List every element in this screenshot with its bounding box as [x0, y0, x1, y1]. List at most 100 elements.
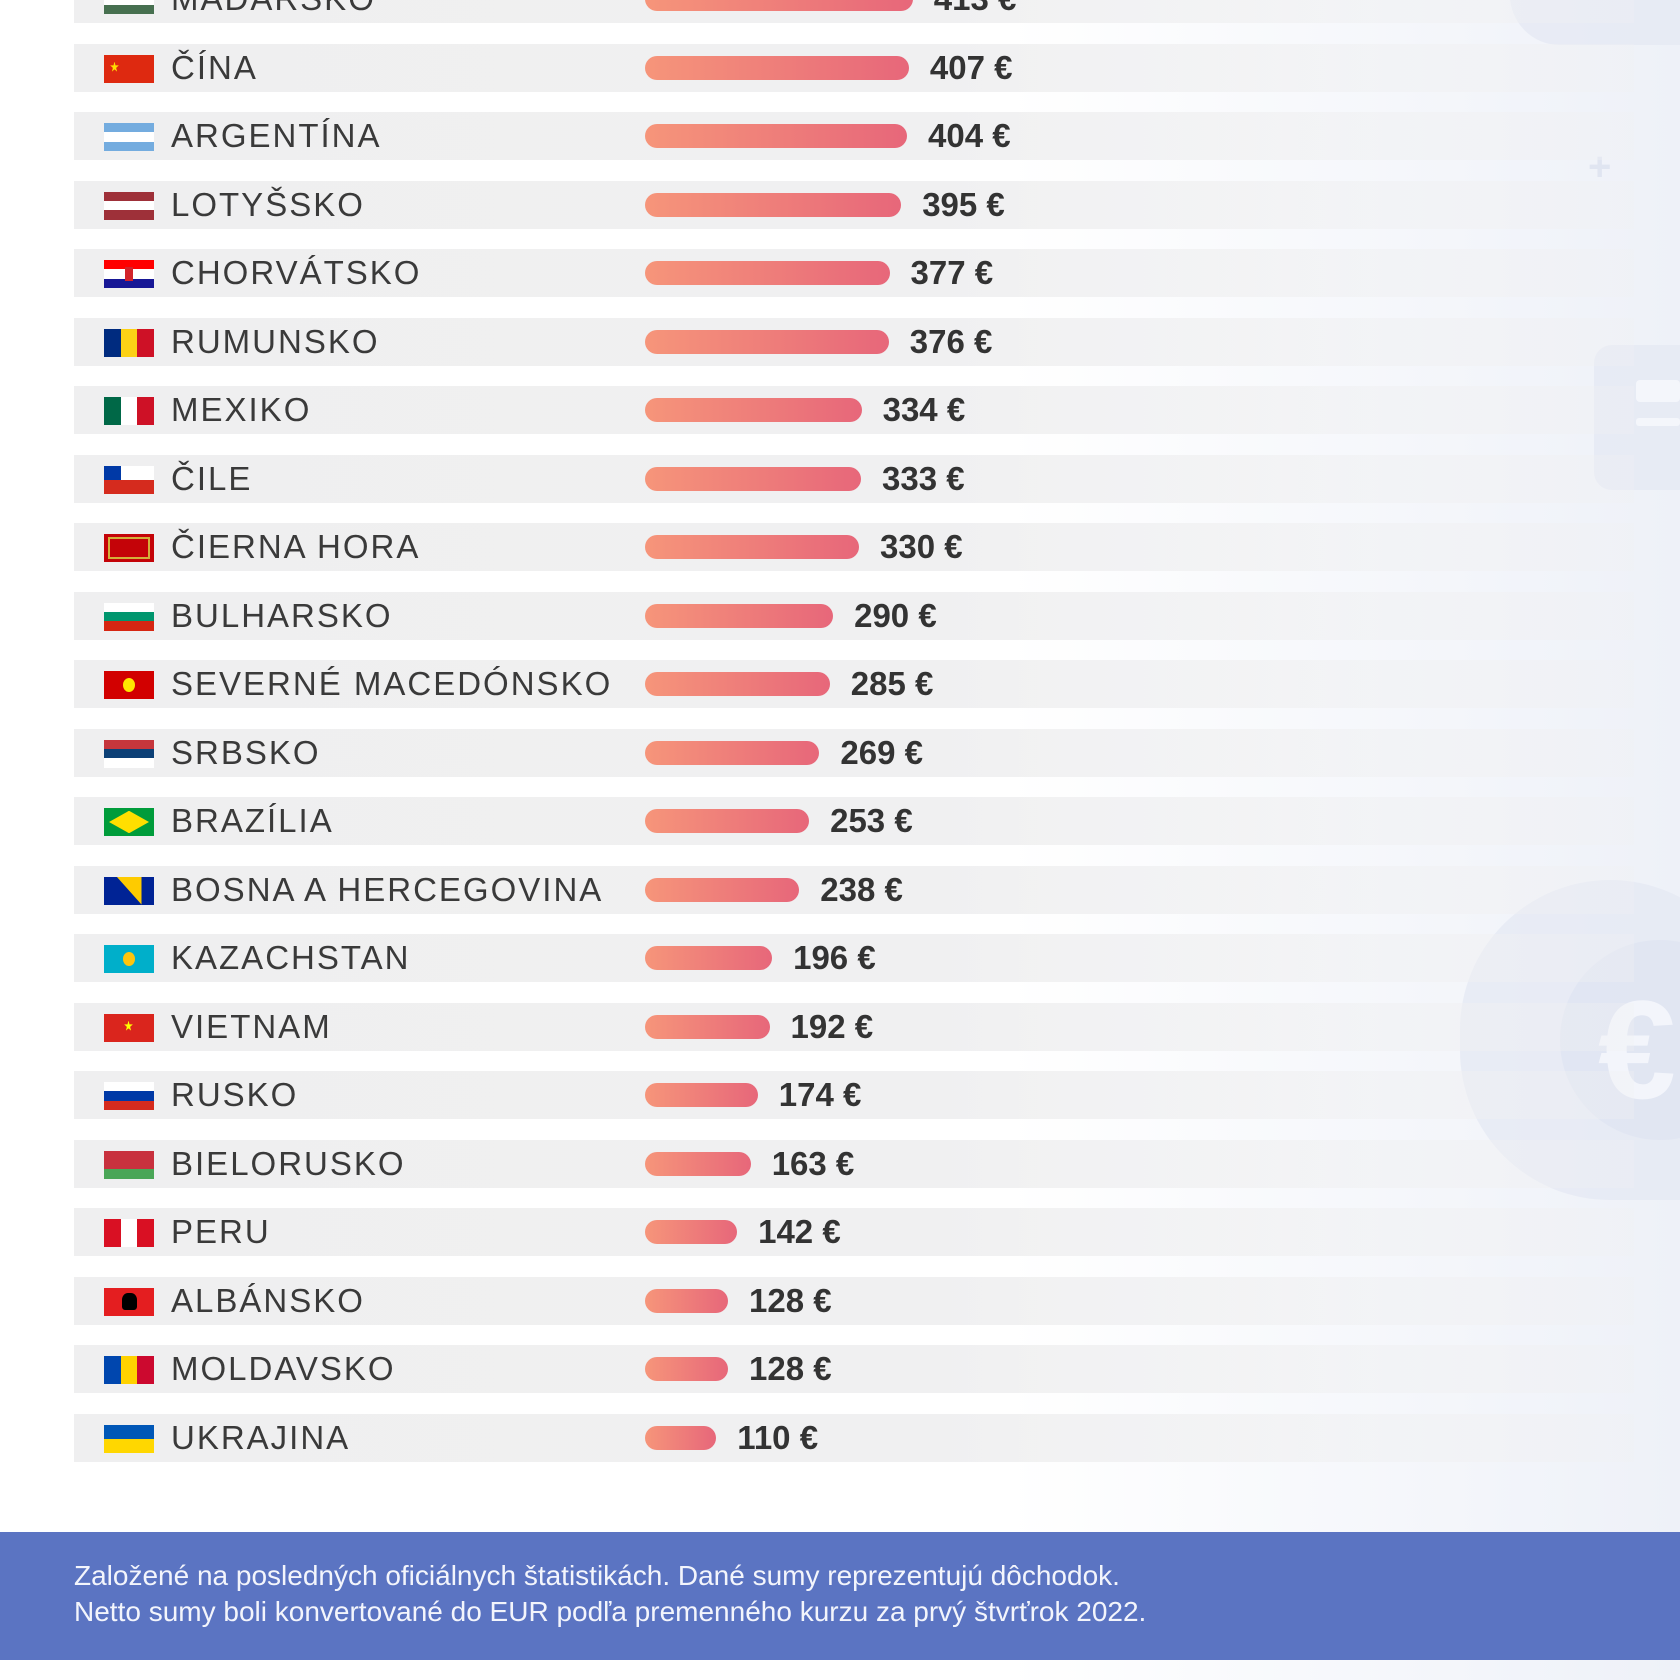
category-label: UKRAJINA: [171, 1418, 351, 1456]
bulgaria-flag-icon: [104, 602, 154, 631]
chart-row: MAĎARSKO 413 €: [74, 0, 1634, 23]
argentina-flag-icon: [104, 123, 154, 151]
bar-mark: [645, 809, 810, 833]
bar-mark: [645, 672, 830, 696]
bar-mark: [645, 1220, 738, 1244]
category-label: BIELORUSKO: [171, 1144, 406, 1182]
bar-mark: [645, 603, 834, 628]
category-label: ČIERNA HORA: [171, 528, 421, 565]
value-label: 196 €: [793, 939, 876, 976]
chart-row: RUMUNSKO 376 €: [74, 317, 1634, 366]
value-label: 290 €: [854, 596, 937, 634]
hungary-flag-icon: [104, 0, 154, 14]
russia-flag-icon: [104, 1082, 154, 1110]
category-label: CHORVÁTSKO: [171, 254, 422, 291]
chart-row: ČIERNA HORA 330 €: [74, 523, 1634, 571]
bar-mark: [645, 55, 909, 80]
chart-row: BULHARSKO 290 €: [74, 591, 1634, 640]
footer-line-1: Založené na posledných oficiálnych štati…: [74, 1560, 1120, 1591]
chart-row: CHORVÁTSKO 377 €: [74, 249, 1634, 297]
bar-mark: [645, 1425, 717, 1450]
card-stripe-shape: [1636, 418, 1680, 426]
chart-row: BRAZÍLIA 253 €: [74, 797, 1634, 845]
chart-row: VIETNAM 192 €: [74, 1002, 1634, 1051]
category-label: ALBÁNSKO: [171, 1281, 365, 1319]
category-label: MEXIKO: [171, 391, 312, 428]
bar-mark: [645, 261, 890, 285]
value-label: 395 €: [922, 185, 1005, 223]
value-label: 253 €: [830, 802, 913, 839]
vietnam-flag-icon: [104, 1013, 154, 1042]
chart-row: BOSNA A HERCEGOVINA 238 €: [74, 865, 1634, 914]
belarus-flag-icon: [104, 1150, 154, 1179]
chart-row: ČÍNA 407 €: [74, 43, 1634, 92]
ukraine-flag-icon: [104, 1424, 154, 1453]
bar-mark: [645, 192, 902, 217]
chart-row: UKRAJINA 110 €: [74, 1413, 1634, 1462]
category-label: VIETNAM: [171, 1007, 332, 1045]
category-label: MAĎARSKO: [171, 0, 376, 23]
category-label: KAZACHSTAN: [171, 939, 411, 976]
category-label: ARGENTÍNA: [171, 117, 382, 154]
chart-row: SEVERNÉ MACEDÓNSKO 285 €: [74, 660, 1634, 708]
category-label: RUMUNSKO: [171, 322, 380, 360]
bar-mark: [645, 1357, 728, 1381]
bar-mark: [645, 329, 889, 354]
chart-row: RUSKO 174 €: [74, 1071, 1634, 1119]
value-label: 192 €: [790, 1007, 874, 1045]
chart-row: MOLDAVSKO 128 €: [74, 1345, 1634, 1393]
category-label: BULHARSKO: [171, 596, 393, 634]
albania-flag-icon: [104, 1287, 154, 1316]
category-label: ČÍNA: [171, 48, 258, 86]
category-label: SEVERNÉ MACEDÓNSKO: [171, 665, 613, 702]
value-label: 334 €: [882, 391, 966, 428]
chart-row: SRBSKO 269 €: [74, 728, 1634, 777]
chart-row: PERU 142 €: [74, 1208, 1634, 1256]
category-label: PERU: [171, 1213, 271, 1250]
bar-mark: [645, 1083, 758, 1107]
bar-mark: [645, 740, 820, 765]
value-label: 269 €: [840, 733, 923, 771]
bar-mark: [645, 535, 859, 559]
footer-line-2: Netto sumy boli konvertované do EUR podľ…: [74, 1596, 1147, 1627]
bar-mark: [645, 946, 773, 970]
category-label: BRAZÍLIA: [171, 802, 334, 839]
croatia-flag-icon: [104, 260, 154, 288]
peru-flag-icon: [104, 1219, 154, 1247]
brazil-flag-icon: [104, 808, 154, 836]
value-label: 413 €: [934, 0, 1017, 23]
value-label: 376 €: [909, 322, 993, 360]
chart-row: KAZACHSTAN 196 €: [74, 934, 1634, 982]
value-label: 163 €: [771, 1144, 855, 1182]
kazakhstan-flag-icon: [104, 945, 154, 973]
value-label: 174 €: [778, 1076, 862, 1113]
value-label: 110 €: [737, 1418, 819, 1456]
romania-flag-icon: [104, 328, 154, 357]
category-label: LOTYŠSKO: [171, 185, 365, 223]
footer-note: Založené na posledných oficiálnych štati…: [0, 1532, 1680, 1660]
latvia-flag-icon: [104, 191, 154, 220]
value-label: 128 €: [749, 1281, 832, 1319]
value-label: 142 €: [758, 1213, 841, 1250]
moldova-flag-icon: [104, 1356, 154, 1384]
mexico-flag-icon: [104, 397, 154, 425]
bar-mark: [645, 466, 861, 491]
category-label: RUSKO: [171, 1076, 299, 1113]
value-label: 128 €: [749, 1350, 832, 1387]
value-label: 333 €: [882, 459, 965, 497]
bar-mark: [645, 124, 907, 148]
bar-mark: [645, 1014, 770, 1039]
china-flag-icon: [104, 54, 154, 83]
north-macedonia-flag-icon: [104, 671, 154, 699]
category-label: SRBSKO: [171, 733, 321, 771]
serbia-flag-icon: [104, 739, 154, 768]
bar-mark: [645, 877, 800, 902]
bosnia-flag-icon: [104, 876, 154, 905]
chart-row: ALBÁNSKO 128 €: [74, 1276, 1634, 1325]
bar-mark: [645, 398, 862, 422]
value-label: 238 €: [820, 870, 903, 908]
chart-row: ARGENTÍNA 404 €: [74, 112, 1634, 160]
chart-row: LOTYŠSKO 395 €: [74, 180, 1634, 229]
montenegro-flag-icon: [104, 534, 154, 562]
